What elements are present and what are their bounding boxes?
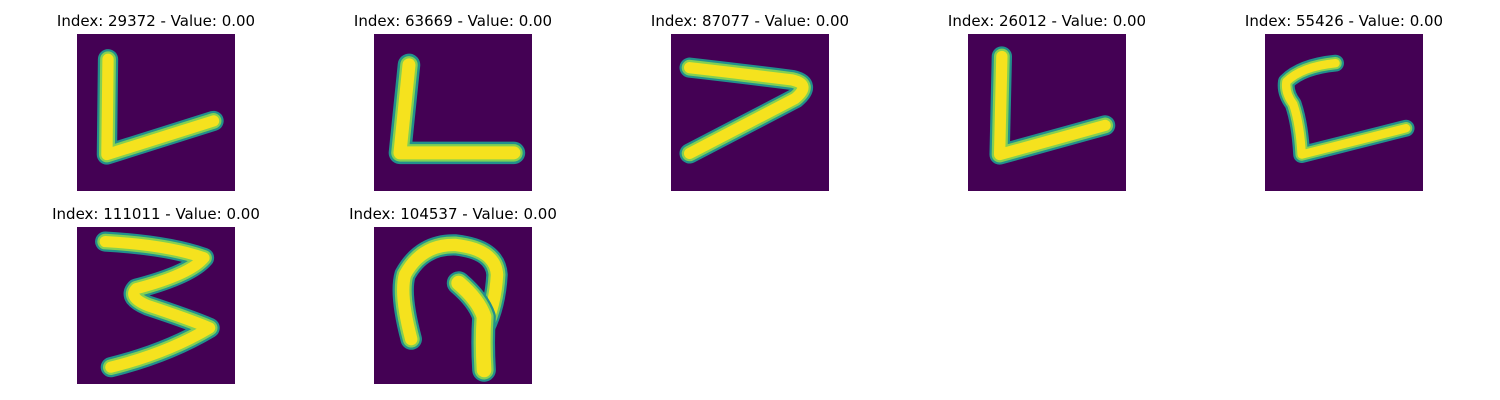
panel-title-7: Index: 104537 - Value: 0.00 [349,205,557,223]
panel-title-6: Index: 111011 - Value: 0.00 [52,205,260,223]
image-panel-5: Index: 55426 - Value: 0.00 [1245,12,1443,192]
handwritten-l-image [374,34,532,191]
image-panel-7: Index: 104537 - Value: 0.00 [349,205,557,385]
image-panel-3: Index: 87077 - Value: 0.00 [651,12,849,192]
image-panel-1: Index: 29372 - Value: 0.00 [57,12,255,192]
handwritten-l-image [77,34,235,191]
handwritten-a-image [374,227,532,384]
handwritten-3-image [77,227,235,384]
panel-title-1: Index: 29372 - Value: 0.00 [56,12,256,30]
image-panel-4: Index: 26012 - Value: 0.00 [948,12,1146,192]
handwritten-7-image [671,34,829,191]
panel-title-4: Index: 26012 - Value: 0.00 [947,12,1147,30]
handwritten-l-image [968,34,1126,191]
panel-title-2: Index: 63669 - Value: 0.00 [353,12,553,30]
handwritten-c-image [1265,34,1423,191]
image-panel-6: Index: 111011 - Value: 0.00 [52,205,260,385]
panel-title-5: Index: 55426 - Value: 0.00 [1244,12,1444,30]
image-panel-2: Index: 63669 - Value: 0.00 [354,12,552,192]
panel-title-3: Index: 87077 - Value: 0.00 [650,12,850,30]
